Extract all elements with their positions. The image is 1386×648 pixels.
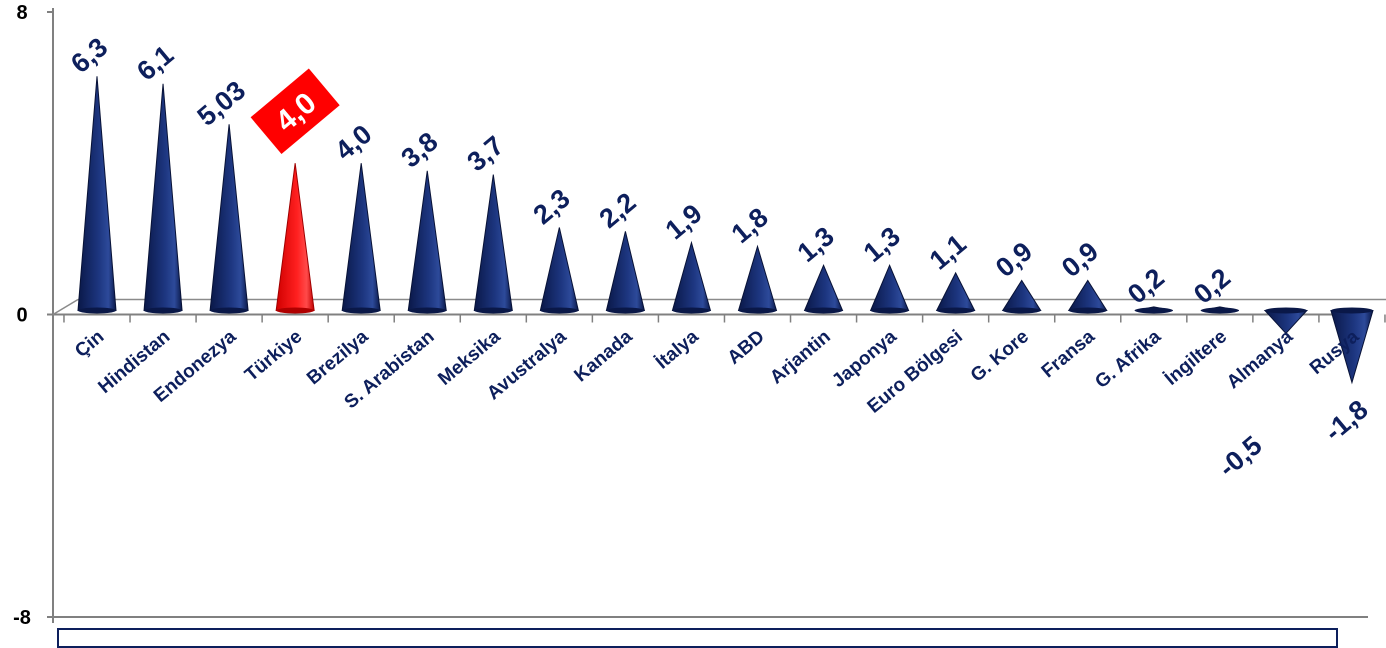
bar-base (606, 307, 645, 314)
category-label: Çin (71, 326, 108, 362)
value-label: 2,3 (528, 183, 576, 230)
bar-base (144, 307, 183, 314)
category-label: Fransa (1038, 326, 1100, 382)
bar (143, 83, 183, 311)
bar (341, 163, 381, 311)
bar (935, 271, 976, 311)
bar (77, 76, 117, 311)
value-label: 1,1 (924, 228, 972, 275)
value-label: 3,7 (461, 130, 509, 177)
category-label: Kanada (571, 326, 637, 386)
highlight-label-box (250, 68, 340, 155)
bar (1067, 279, 1108, 311)
bar (869, 264, 910, 311)
bar-base (540, 307, 579, 314)
bottom-box (57, 628, 1338, 648)
bar (803, 264, 844, 311)
value-label: -1,8 (1319, 394, 1374, 447)
value-label: 0,2 (1122, 262, 1170, 309)
category-label: Türkiye (241, 326, 306, 386)
bar (539, 227, 579, 311)
bar-base (1264, 307, 1307, 314)
value-label: 4,0 (329, 119, 377, 166)
category-label: İngiltere (1161, 326, 1231, 390)
value-label: -0,5 (1213, 430, 1268, 483)
bar-base (210, 307, 249, 314)
value-label: 1,3 (858, 221, 906, 268)
value-label: 1,3 (792, 221, 840, 268)
bar-base (408, 307, 447, 314)
value-label: 1,8 (726, 202, 774, 249)
bar-base (672, 307, 711, 314)
bar-base (936, 307, 975, 314)
floor-edge-side (52, 298, 79, 316)
category-label: Almanya (1223, 326, 1298, 393)
value-label: 5,03 (192, 75, 252, 132)
category-label: Arjantin (766, 326, 834, 388)
bar-base (78, 307, 116, 314)
value-label: 6,1 (131, 39, 179, 86)
bar (737, 244, 778, 311)
bar-base (1134, 307, 1173, 314)
bar (473, 174, 513, 311)
bar (671, 240, 712, 311)
y-tick-label: 0 (16, 305, 27, 327)
bar-base (1002, 307, 1041, 314)
value-label: 3,8 (395, 126, 443, 173)
value-label: 0,9 (1056, 236, 1104, 283)
bar (407, 170, 447, 311)
bar-base (870, 307, 909, 314)
bar (605, 231, 646, 311)
bar-base (474, 307, 513, 314)
bar-base (738, 307, 777, 314)
value-label: 6,3 (65, 32, 113, 79)
bar (1001, 279, 1042, 311)
value-label: 2,2 (594, 187, 642, 234)
value-label: 0,2 (1188, 262, 1236, 309)
y-tick-label: 8 (16, 2, 27, 24)
bar-base (1200, 307, 1239, 314)
y-tick-label: -8 (13, 607, 31, 629)
bar-base (342, 307, 381, 314)
category-label: İtalya (652, 326, 703, 374)
category-label: G. Afrika (1091, 326, 1165, 393)
value-label: 0,9 (990, 236, 1038, 283)
bar-base (804, 307, 843, 314)
value-label: 1,9 (660, 198, 708, 245)
bar-base (1330, 307, 1373, 314)
bar-base (1068, 307, 1107, 314)
bar-base (276, 307, 315, 314)
category-label: G. Kore (967, 326, 1033, 386)
category-label: ABD (724, 326, 769, 369)
bar (275, 163, 315, 311)
bar (209, 124, 249, 311)
